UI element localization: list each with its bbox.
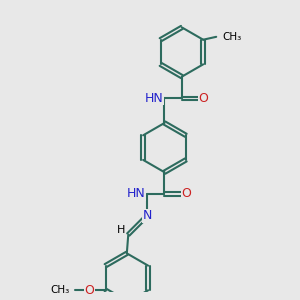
Text: CH₃: CH₃ (222, 32, 241, 42)
Text: HN: HN (144, 92, 163, 105)
Text: CH₃: CH₃ (50, 285, 69, 295)
Text: H: H (117, 225, 125, 235)
Text: HN: HN (127, 188, 146, 200)
Text: O: O (181, 188, 191, 200)
Text: O: O (199, 92, 208, 105)
Text: N: N (142, 209, 152, 222)
Text: O: O (85, 284, 94, 297)
